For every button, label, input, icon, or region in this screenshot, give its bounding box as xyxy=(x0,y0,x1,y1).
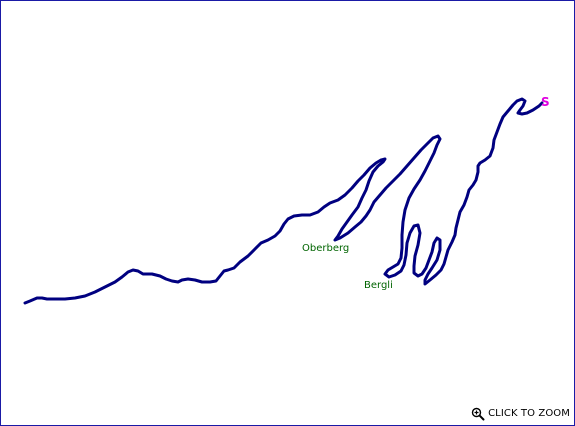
zoom-label: CLICK TO ZOOM xyxy=(488,407,570,419)
zoom-button[interactable]: CLICK TO ZOOM xyxy=(471,406,570,421)
start-marker: S xyxy=(541,95,550,109)
place-label-oberberg: Oberberg xyxy=(302,243,350,254)
route-track xyxy=(23,97,544,305)
place-label-bergli: Bergli xyxy=(364,280,393,291)
magnifier-zoom-icon xyxy=(471,406,485,421)
